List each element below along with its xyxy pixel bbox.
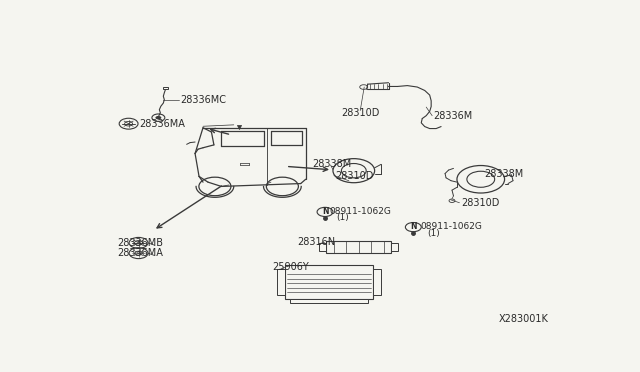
Circle shape: [135, 251, 142, 255]
Circle shape: [134, 241, 143, 245]
Circle shape: [152, 114, 165, 121]
Bar: [285, 264, 373, 299]
Text: 28336MB: 28336MB: [118, 238, 164, 248]
Bar: [326, 241, 392, 253]
Text: 25906Y: 25906Y: [273, 262, 309, 272]
Text: (1): (1): [428, 229, 440, 238]
Bar: [392, 243, 399, 251]
Text: N: N: [410, 222, 417, 231]
Text: 28310D: 28310D: [341, 108, 380, 118]
Text: 28310D: 28310D: [335, 170, 374, 180]
Text: N: N: [322, 207, 328, 216]
Text: 28336M: 28336M: [434, 111, 473, 121]
Text: 28316N: 28316N: [297, 237, 335, 247]
Text: 28310D: 28310D: [461, 198, 499, 208]
Text: 28338M: 28338M: [312, 159, 351, 169]
Bar: [373, 269, 381, 295]
Text: 28336MA: 28336MA: [140, 119, 186, 129]
Text: 28338M: 28338M: [484, 169, 524, 179]
Text: 28336MA: 28336MA: [118, 248, 164, 258]
Circle shape: [156, 116, 161, 119]
Text: (1): (1): [336, 213, 349, 222]
Bar: [290, 299, 368, 303]
Circle shape: [125, 121, 132, 126]
Bar: [319, 243, 326, 251]
Circle shape: [405, 222, 421, 232]
Text: 08911-1062G: 08911-1062G: [420, 222, 482, 231]
Text: 28336MC: 28336MC: [180, 94, 226, 105]
FancyBboxPatch shape: [163, 87, 168, 89]
Bar: [277, 269, 285, 295]
Circle shape: [317, 207, 333, 217]
Text: 08911-1062G: 08911-1062G: [329, 207, 391, 216]
Text: X283001K: X283001K: [499, 314, 549, 324]
